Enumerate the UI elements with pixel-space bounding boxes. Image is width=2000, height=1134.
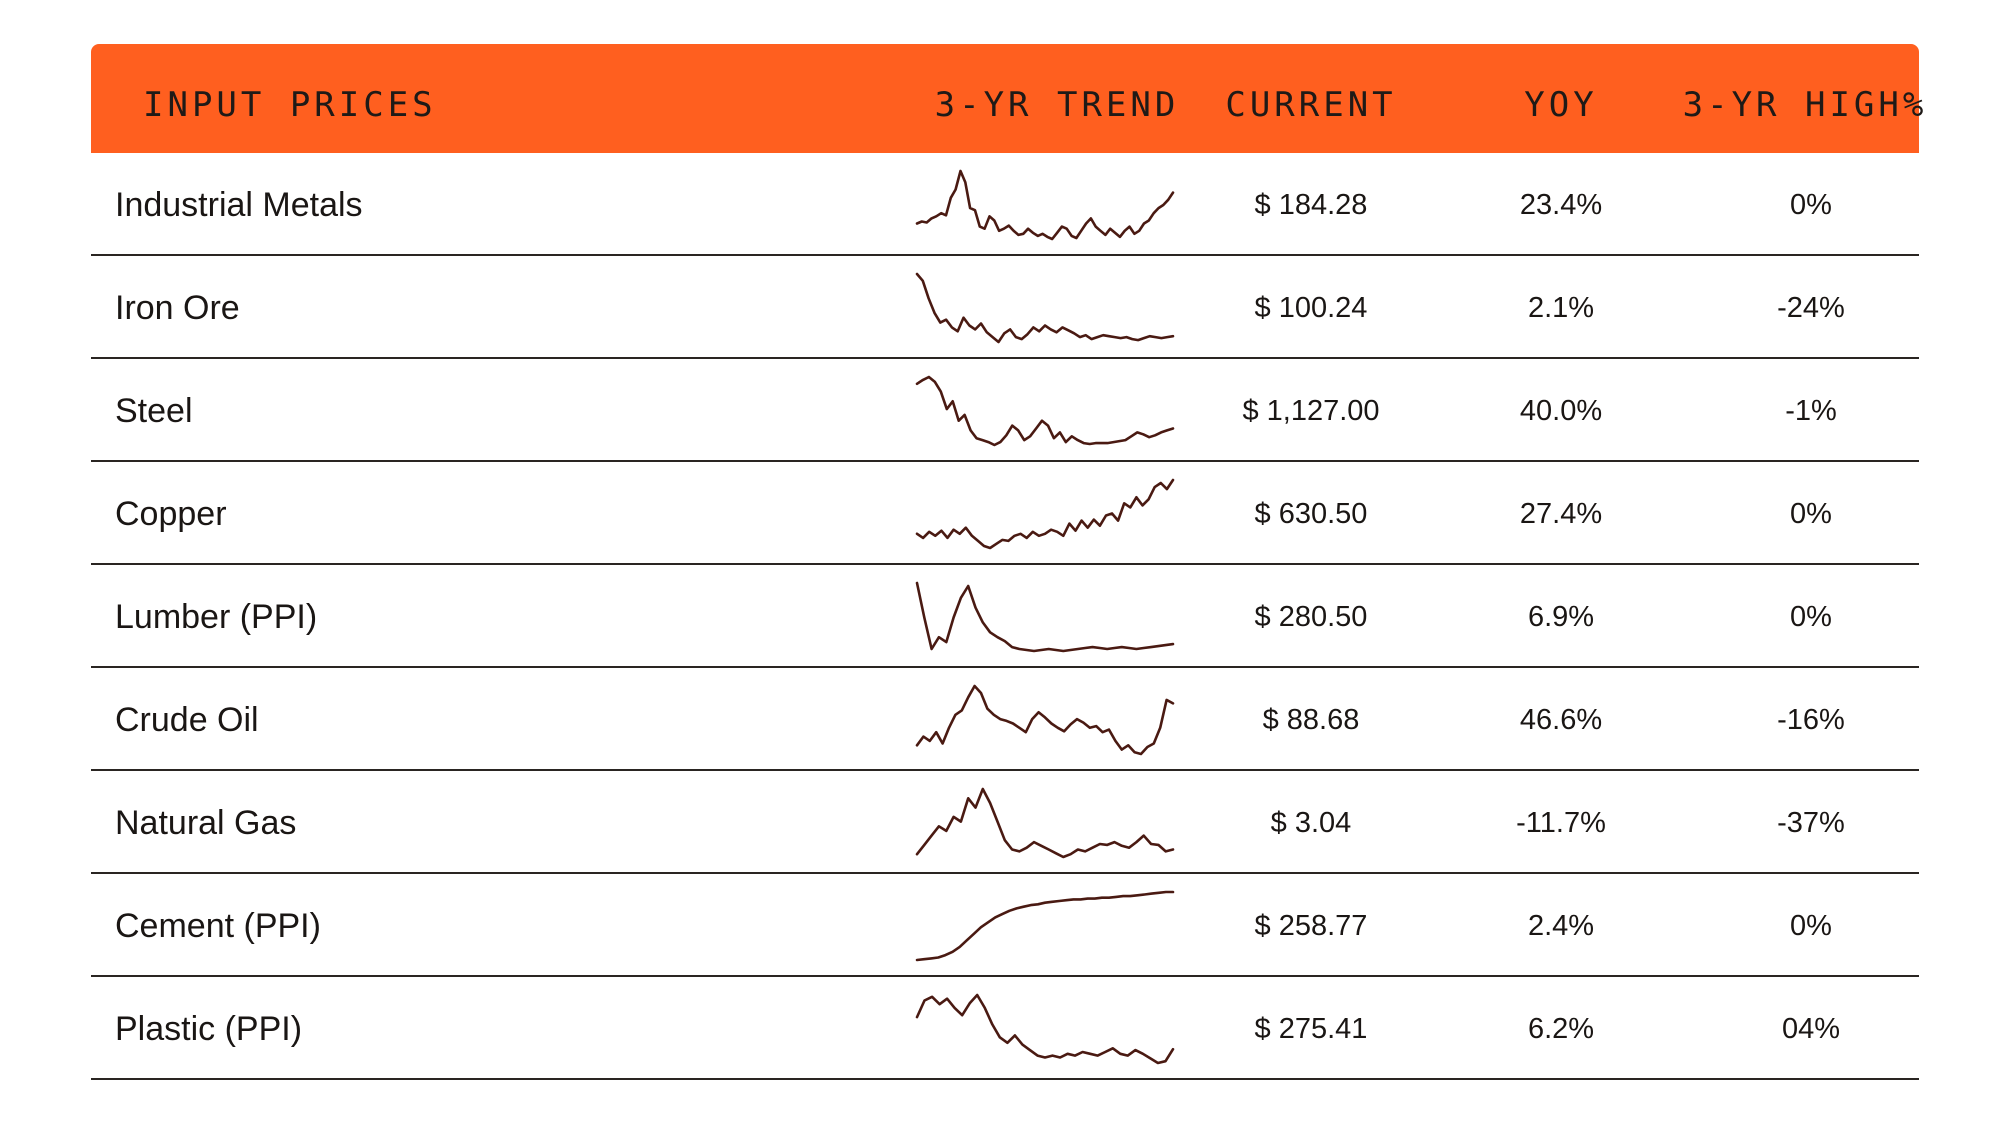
row-yoy: 6.9%: [1527, 601, 1595, 633]
row-3yr-high: 04%: [1781, 1013, 1841, 1045]
header-yoy: YOY: [1524, 85, 1598, 125]
sparkline: [915, 268, 1175, 348]
row-yoy: -11.7%: [1516, 807, 1606, 839]
row-name: Industrial Metals: [115, 186, 363, 224]
sparkline: [915, 474, 1175, 554]
row-yoy: 40.0%: [1519, 395, 1603, 427]
row-name: Iron Ore: [115, 289, 240, 327]
sparkline-series-line: [915, 272, 1175, 344]
table-row: Industrial Metals $ 184.28 23.4% 0%: [91, 153, 1919, 256]
sparkline-series-line: [915, 478, 1175, 550]
sparkline: [915, 989, 1175, 1069]
row-current-price: $ 280.50: [1254, 601, 1368, 633]
table-row: Copper $ 630.50 27.4% 0%: [91, 462, 1919, 565]
table-row: Lumber (PPI) $ 280.50 6.9% 0%: [91, 565, 1919, 668]
row-yoy: 2.4%: [1527, 910, 1595, 942]
sparkline-svg: [915, 478, 1175, 550]
sparkline-svg: [915, 993, 1175, 1065]
row-yoy: 2.1%: [1527, 292, 1595, 324]
sparkline-series-line: [915, 993, 1175, 1065]
row-name: Copper: [115, 495, 227, 533]
sparkline-series-line: [915, 787, 1175, 859]
sparkline-series-line: [915, 375, 1175, 447]
row-current-price: $ 3.04: [1270, 807, 1352, 839]
sparkline-series-line: [915, 684, 1175, 756]
row-yoy: 23.4%: [1519, 189, 1603, 221]
sparkline: [915, 680, 1175, 760]
table-row: Crude Oil $ 88.68 46.6% -16%: [91, 668, 1919, 771]
sparkline-svg: [915, 787, 1175, 859]
table-header: INPUT PRICES 3-YR TREND CURRENT YOY 3-YR…: [91, 44, 1923, 153]
sparkline: [915, 577, 1175, 657]
row-current-price: $ 1,127.00: [1242, 395, 1380, 427]
header-current: CURRENT: [1225, 85, 1397, 125]
row-name: Cement (PPI): [115, 907, 321, 945]
row-yoy: 46.6%: [1519, 704, 1603, 736]
row-3yr-high: 0%: [1790, 910, 1832, 942]
header-3yr-high: 3-YR HIGH%: [1682, 85, 1928, 125]
table-row: Cement (PPI) $ 258.77 2.4% 0%: [91, 874, 1919, 977]
row-3yr-high: 0%: [1790, 498, 1832, 530]
row-current-price: $ 88.68: [1262, 704, 1360, 736]
sparkline: [915, 371, 1175, 451]
row-name: Plastic (PPI): [115, 1010, 303, 1048]
row-current-price: $ 100.24: [1254, 292, 1368, 324]
row-yoy: 6.2%: [1527, 1013, 1595, 1045]
row-3yr-high: -16%: [1777, 704, 1845, 736]
table-body: Industrial Metals $ 184.28 23.4% 0% Iron Ore…: [91, 153, 1919, 1080]
table-row: Iron Ore $ 100.24 2.1% -24%: [91, 256, 1919, 359]
sparkline-series-line: [915, 169, 1175, 241]
row-3yr-high: 0%: [1790, 601, 1832, 633]
sparkline: [915, 783, 1175, 863]
row-3yr-high: -1%: [1785, 395, 1837, 427]
sparkline-series-line: [915, 890, 1175, 962]
sparkline: [915, 165, 1175, 245]
sparkline-series-line: [915, 581, 1175, 653]
row-name: Natural Gas: [115, 804, 297, 842]
row-current-price: $ 184.28: [1254, 189, 1368, 221]
header-3yr-trend: 3-YR TREND: [934, 85, 1180, 125]
row-3yr-high: -24%: [1777, 292, 1845, 324]
row-name: Lumber (PPI): [115, 598, 318, 636]
row-current-price: $ 630.50: [1254, 498, 1368, 530]
sparkline-svg: [915, 169, 1175, 241]
sparkline-svg: [915, 684, 1175, 756]
table-row: Natural Gas $ 3.04 -11.7% -37%: [91, 771, 1919, 874]
sparkline: [915, 886, 1175, 966]
sparkline-svg: [915, 581, 1175, 653]
sparkline-svg: [915, 890, 1175, 962]
row-name: Steel: [115, 392, 193, 430]
row-3yr-high: -37%: [1777, 807, 1845, 839]
row-name: Crude Oil: [115, 701, 259, 739]
row-yoy: 27.4%: [1519, 498, 1603, 530]
row-current-price: $ 275.41: [1254, 1013, 1368, 1045]
row-current-price: $ 258.77: [1254, 910, 1368, 942]
sparkline-svg: [915, 272, 1175, 344]
input-prices-table: INPUT PRICES 3-YR TREND CURRENT YOY 3-YR…: [91, 44, 1923, 1080]
table-row: Steel $ 1,127.00 40.0% -1%: [91, 359, 1919, 462]
sparkline-svg: [915, 375, 1175, 447]
header-input-prices: INPUT PRICES: [143, 85, 437, 125]
row-3yr-high: 0%: [1790, 189, 1832, 221]
table-row: Plastic (PPI) $ 275.41 6.2% 04%: [91, 977, 1919, 1080]
